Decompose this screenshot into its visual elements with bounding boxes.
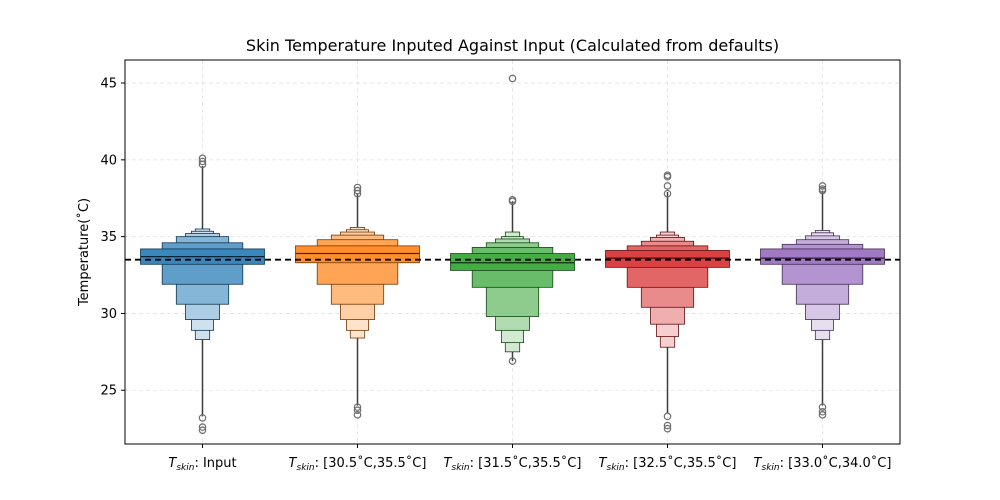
- x-tick-label: Tskin: [31.5˚C,35.5˚C]: [444, 455, 582, 473]
- boxen-level: [760, 248, 885, 265]
- y-tick-label: 35: [100, 230, 117, 245]
- outlier-point: [198, 154, 207, 163]
- outlier-point: [198, 426, 207, 434]
- outlier-point: [353, 186, 362, 195]
- boxen-level: [295, 245, 420, 264]
- outlier-point: [818, 411, 827, 419]
- outlier-point: [663, 182, 672, 190]
- outlier-point: [818, 403, 827, 411]
- outlier-point: [198, 423, 207, 431]
- y-tick-label: 45: [100, 77, 117, 92]
- x-axis: Tskin: Input Tskin: [30.5˚C,35.5˚C] Tskin:…: [168, 444, 891, 473]
- outlier-point: [198, 414, 207, 422]
- outlier-point: [198, 157, 207, 166]
- boxes-layer: [140, 74, 885, 434]
- outlier-point: [663, 171, 672, 180]
- y-axis: 25 30 35 40 45: [100, 77, 125, 399]
- y-tick-label: 30: [100, 307, 117, 322]
- outlier-point: [508, 195, 517, 204]
- y-axis-label: Temperature(˚C): [76, 198, 92, 307]
- outlier-point: [818, 407, 827, 416]
- outlier-point: [818, 182, 827, 190]
- boxen-group: [140, 154, 265, 434]
- boxen-group: [295, 183, 420, 419]
- chart-title: Skin Temperature Inputed Against Input (…: [246, 36, 779, 55]
- outlier-point: [353, 403, 362, 411]
- boxen-group: [450, 74, 575, 365]
- boxen-group: [760, 182, 885, 419]
- outlier-point: [353, 411, 362, 419]
- x-tick-label: Tskin: [32.5˚C,35.5˚C]: [599, 455, 737, 473]
- boxen-group: [605, 171, 730, 433]
- boxen-level: [450, 253, 575, 271]
- outlier-point: [353, 406, 362, 415]
- y-tick-label: 40: [100, 153, 117, 168]
- outlier-point: [818, 185, 827, 193]
- outlier-point: [353, 183, 362, 192]
- outlier-point: [663, 421, 672, 430]
- x-tick-label: Tskin: [30.5˚C,35.5˚C]: [289, 455, 427, 473]
- x-tick-label: Tskin: Input: [168, 456, 236, 473]
- outlier-point: [508, 74, 517, 83]
- outlier-point: [663, 189, 672, 198]
- outlier-point: [508, 357, 517, 365]
- outlier-point: [663, 412, 672, 421]
- y-tick-label: 25: [100, 384, 117, 399]
- x-tick-label: Tskin: [33.0˚C,34.0˚C]: [754, 455, 892, 473]
- outlier-point: [663, 424, 672, 433]
